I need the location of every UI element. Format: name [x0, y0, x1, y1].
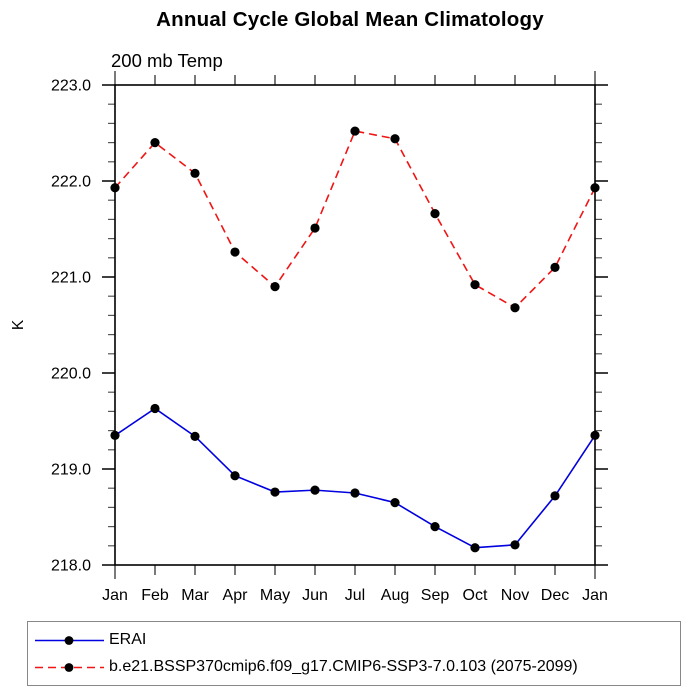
x-tick-label: Oct: [463, 587, 488, 604]
data-point-marker: [310, 485, 320, 495]
legend-sample-marker: [64, 662, 74, 672]
series-line-0: [114, 407, 596, 549]
legend-label: b.e21.BSSP370cmip6.f09_g17.CMIP6-SSP3-7.…: [109, 658, 578, 675]
data-point-marker: [510, 540, 520, 550]
chart-title: Annual Cycle Global Mean Climatology: [156, 8, 544, 31]
data-point-marker: [510, 303, 520, 313]
data-point-marker: [270, 282, 280, 292]
data-point-marker: [390, 498, 400, 508]
data-point-marker: [110, 430, 120, 440]
data-point-marker: [430, 522, 440, 532]
x-tick-label: Jan: [102, 587, 128, 604]
series-line-1: [114, 130, 596, 309]
data-point-marker: [310, 223, 320, 233]
x-tick-label: Jan: [582, 587, 608, 604]
data-point-marker: [350, 126, 360, 136]
x-tick-label: May: [260, 587, 290, 604]
x-tick-label: Nov: [501, 587, 529, 604]
y-tick-label: 221.0: [51, 270, 91, 287]
data-point-marker: [390, 134, 400, 144]
y-tick-label: 223.0: [51, 78, 91, 95]
x-tick-label: Aug: [381, 587, 409, 604]
legend-label: ERAI: [109, 631, 147, 648]
data-point-marker: [350, 488, 360, 498]
legend-item-erai: ERAI: [33, 627, 680, 654]
data-point-marker: [150, 403, 160, 414]
y-tick-label: 220.0: [51, 366, 91, 383]
data-point-marker: [550, 262, 560, 272]
x-tick-label: Mar: [181, 587, 209, 604]
y-tick-label: 219.0: [51, 462, 91, 479]
y-tick-label: 222.0: [51, 174, 91, 191]
y-tick-label: 218.0: [51, 558, 91, 575]
data-point-marker: [550, 491, 560, 501]
chart-subtitle: 200 mb Temp: [111, 50, 223, 71]
data-point-marker: [470, 280, 480, 290]
data-point-marker: [190, 168, 200, 178]
legend-item-model: b.e21.BSSP370cmip6.f09_g17.CMIP6-SSP3-7.…: [33, 654, 680, 681]
x-tick-label: Dec: [541, 587, 569, 604]
x-tick-label: Jul: [345, 587, 365, 604]
x-tick-label: Feb: [141, 587, 169, 604]
data-point-marker: [430, 209, 440, 219]
legend-sample-marker: [64, 635, 74, 645]
data-point-marker: [270, 487, 280, 497]
legend-line-sample-solid: [35, 635, 104, 645]
data-point-marker: [230, 247, 240, 257]
data-point-marker: [590, 183, 600, 193]
data-point-marker: [190, 431, 200, 441]
data-point-marker: [230, 471, 240, 481]
x-tick-label: Sep: [421, 587, 450, 604]
plot-frame: [114, 84, 596, 566]
x-tick-label: Apr: [223, 587, 249, 604]
legend-line-sample-dashed: [35, 662, 104, 672]
data-point-marker: [470, 543, 480, 553]
data-point-marker: [150, 138, 160, 148]
data-point-marker: [110, 183, 120, 193]
legend-box: ERAI b.e21.BSSP370cmip6.f09_g17.CMIP6-SS…: [27, 621, 681, 686]
x-tick-label: Jun: [302, 587, 328, 604]
data-point-marker: [590, 430, 600, 440]
